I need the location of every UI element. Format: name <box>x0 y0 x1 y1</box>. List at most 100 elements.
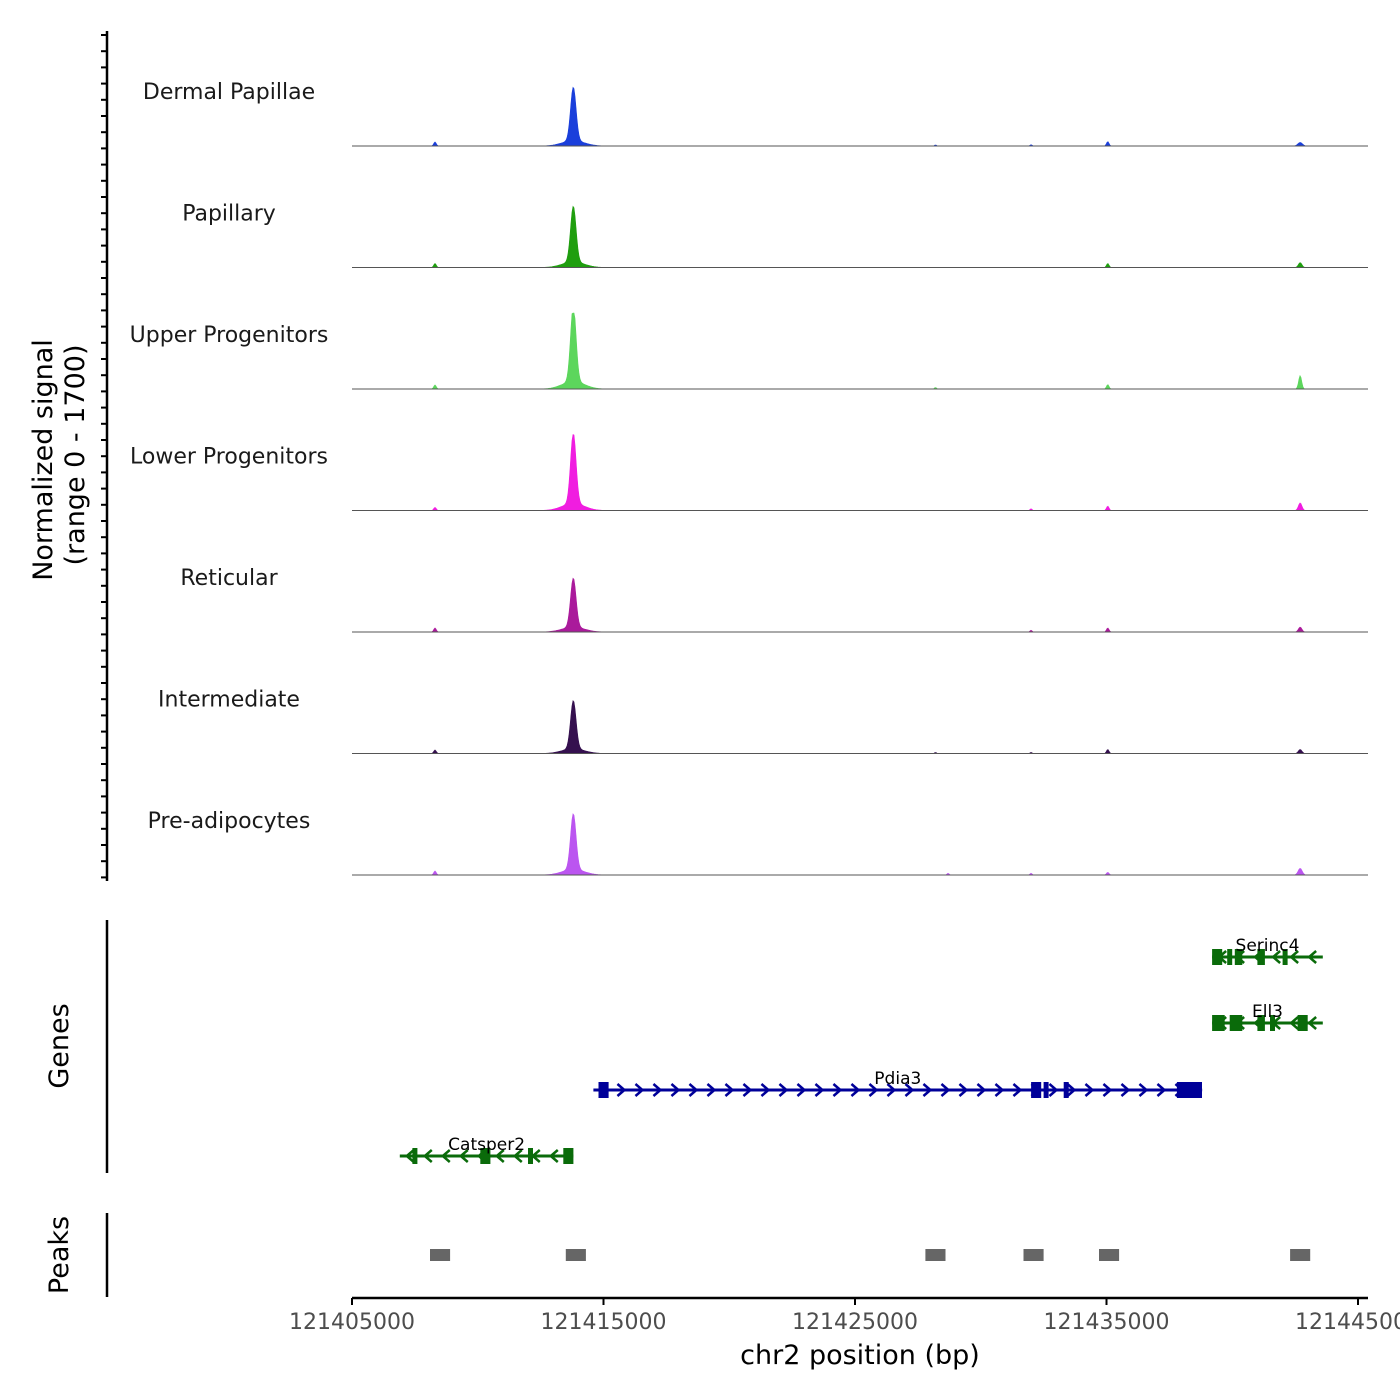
x-axis: 121405000 121415000 121425000 121435000 1214… <box>289 1296 1400 1371</box>
strand-arrow <box>1307 1016 1317 1030</box>
strand-arrow <box>814 1083 825 1097</box>
track-label: Intermediate <box>158 688 300 713</box>
coverage-area <box>352 312 1358 390</box>
strand-arrow <box>1066 1083 1077 1097</box>
gene-exon <box>1257 1015 1265 1031</box>
strand-arrow <box>512 1149 523 1163</box>
strand-arrow <box>458 1149 469 1163</box>
track-label: Papillary <box>182 202 276 227</box>
gene-exon <box>1212 1015 1225 1031</box>
strand-arrow <box>1012 1083 1023 1097</box>
y-axis-range-label: (range 0 - 1700) <box>60 345 91 566</box>
coverage-area <box>352 205 1358 268</box>
strand-arrow <box>1102 1083 1113 1097</box>
strand-arrow <box>1048 1083 1059 1097</box>
peak-region <box>565 1249 586 1261</box>
strand-arrow <box>1289 950 1299 964</box>
track-label: Pre-adipocytes <box>148 809 311 834</box>
strand-arrow <box>494 1149 505 1163</box>
strand-arrow <box>958 1083 969 1097</box>
track-label: Upper Progenitors <box>130 323 329 348</box>
strand-arrow <box>1307 950 1317 964</box>
peak-region <box>1099 1249 1120 1261</box>
track-label: Reticular <box>180 566 278 591</box>
strand-arrow <box>886 1083 897 1097</box>
peak-region <box>925 1249 946 1261</box>
gene-exon <box>1234 949 1243 965</box>
strand-arrow <box>994 1083 1005 1097</box>
gene-model: Serinc4 <box>1212 936 1323 965</box>
coverage-area <box>352 434 1358 511</box>
coverage-track: Dermal Papillae <box>143 80 1368 147</box>
track-label: Dermal Papillae <box>143 80 315 105</box>
gene-exon <box>1282 949 1288 965</box>
x-tick-label: 121415000 <box>541 1310 667 1335</box>
strand-arrow <box>1120 1083 1131 1097</box>
track-label: Lower Progenitors <box>130 445 328 470</box>
coverage-area <box>352 86 1358 147</box>
coverage-track: Lower Progenitors <box>130 434 1368 511</box>
strand-arrow <box>706 1083 717 1097</box>
coverage-area <box>352 813 1358 876</box>
strand-arrow <box>832 1083 843 1097</box>
peaks-panel-label: Peaks <box>44 1216 75 1294</box>
gene-model: Ell3 <box>1212 1002 1323 1031</box>
gene-exon <box>1229 1015 1243 1031</box>
x-axis-ticks: 121405000 121415000 121425000 121435000 1214… <box>289 1298 1400 1335</box>
gene-exon <box>528 1148 533 1164</box>
coverage-track: Pre-adipocytes <box>148 809 1368 876</box>
strand-arrow <box>1084 1083 1095 1097</box>
strand-arrow <box>868 1083 879 1097</box>
genes-panel: Genes Serinc4 Ell3 Pdia3 Catsper2 <box>44 920 1323 1173</box>
coverage-track: Upper Progenitors <box>130 312 1368 390</box>
gene-label: Serinc4 <box>1236 936 1300 956</box>
gene-exon <box>480 1148 491 1164</box>
coverage-track: Papillary <box>182 202 1368 268</box>
x-tick-label: 121425000 <box>792 1310 918 1335</box>
peak-region <box>1290 1249 1311 1261</box>
gene-exon <box>412 1148 418 1164</box>
genes-panel-label: Genes <box>44 1003 75 1088</box>
coverage-track: Reticular <box>180 566 1368 633</box>
gene-label: Catsper2 <box>448 1135 525 1155</box>
y-axis-label: Normalized signal <box>28 339 59 581</box>
gene-exon <box>598 1082 609 1098</box>
strand-arrow <box>1156 1083 1167 1097</box>
coverage-y-axis <box>101 31 109 881</box>
strand-arrow <box>742 1083 753 1097</box>
gene-model: Catsper2 <box>399 1135 574 1164</box>
strand-arrow <box>976 1083 987 1097</box>
peak-regions <box>430 1249 1311 1261</box>
strand-arrow <box>778 1083 789 1097</box>
strand-arrow <box>440 1149 451 1163</box>
strand-arrow <box>724 1083 735 1097</box>
strand-arrow <box>1138 1083 1149 1097</box>
strand-arrow <box>1289 1016 1299 1030</box>
peak-region <box>1023 1249 1044 1261</box>
strand-arrow <box>548 1149 559 1163</box>
coverage-area <box>352 700 1358 754</box>
x-tick-label: 121435000 <box>1044 1310 1170 1335</box>
strand-arrow <box>616 1083 627 1097</box>
strand-arrow <box>850 1083 861 1097</box>
gene-exon <box>1270 1015 1275 1031</box>
coverage-area <box>352 577 1358 633</box>
peak-region <box>430 1249 451 1261</box>
gene-exon <box>1176 1082 1202 1098</box>
strand-arrow <box>940 1083 951 1097</box>
gene-model: Pdia3 <box>593 1069 1203 1098</box>
strand-arrow <box>922 1083 933 1097</box>
strand-arrow <box>796 1083 807 1097</box>
strand-arrow <box>1271 950 1281 964</box>
gene-exon <box>1043 1082 1049 1098</box>
strand-arrow <box>670 1083 681 1097</box>
strand-arrow <box>688 1083 699 1097</box>
x-tick-label: 121445000 <box>1295 1310 1400 1335</box>
peaks-panel: Peaks <box>44 1213 1311 1297</box>
gene-exon <box>1063 1082 1069 1098</box>
coverage-tracks: Dermal Papillae Papillary Upper Progenitor… <box>130 80 1368 876</box>
coverage-track: Intermediate <box>158 688 1368 754</box>
gene-exon <box>1257 949 1265 965</box>
strand-arrow <box>422 1149 433 1163</box>
